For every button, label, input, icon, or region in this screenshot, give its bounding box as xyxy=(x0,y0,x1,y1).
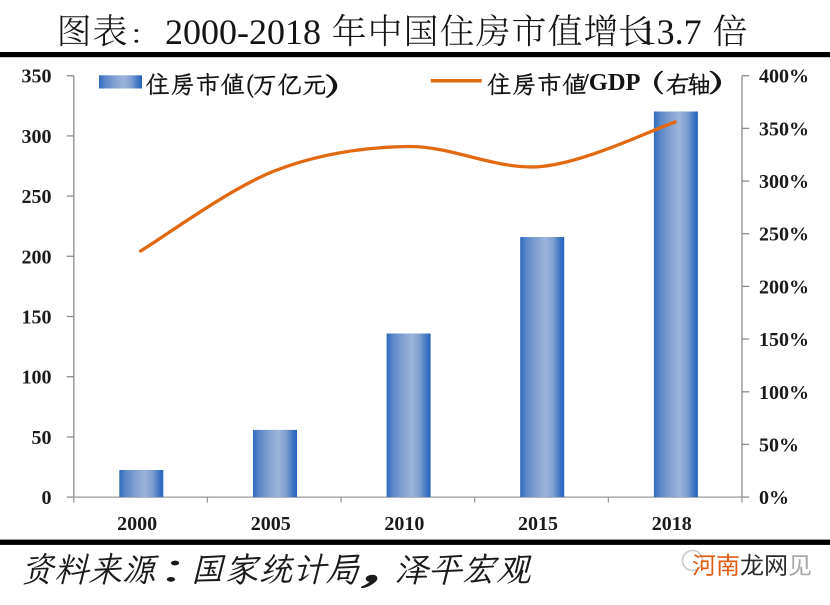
svg-text:13.7: 13.7 xyxy=(639,12,702,52)
svg-text:350%: 350% xyxy=(759,118,809,140)
svg-text:100: 100 xyxy=(22,367,52,389)
svg-text:300: 300 xyxy=(22,126,52,148)
svg-text:2010: 2010 xyxy=(384,513,424,535)
svg-text:50: 50 xyxy=(32,427,52,449)
svg-text:150%: 150% xyxy=(759,329,809,351)
svg-text:200%: 200% xyxy=(759,276,809,298)
svg-text:0%: 0% xyxy=(759,487,789,509)
svg-text:2000-2018: 2000-2018 xyxy=(165,12,321,52)
svg-text:2015: 2015 xyxy=(518,513,558,535)
svg-text:250%: 250% xyxy=(759,224,809,246)
svg-text:150: 150 xyxy=(22,307,52,329)
svg-text:100%: 100% xyxy=(759,382,809,404)
svg-text:300%: 300% xyxy=(759,171,809,193)
svg-text:/GDP: /GDP xyxy=(581,70,641,96)
svg-text:50%: 50% xyxy=(759,434,799,456)
svg-text:400%: 400% xyxy=(759,66,809,88)
svg-text:250: 250 xyxy=(22,186,52,208)
svg-text:0: 0 xyxy=(42,487,52,509)
svg-text:2005: 2005 xyxy=(251,513,291,535)
svg-text:350: 350 xyxy=(22,66,52,88)
svg-text:200: 200 xyxy=(22,246,52,268)
svg-text:2000: 2000 xyxy=(117,513,157,535)
svg-text:2018: 2018 xyxy=(652,513,692,535)
